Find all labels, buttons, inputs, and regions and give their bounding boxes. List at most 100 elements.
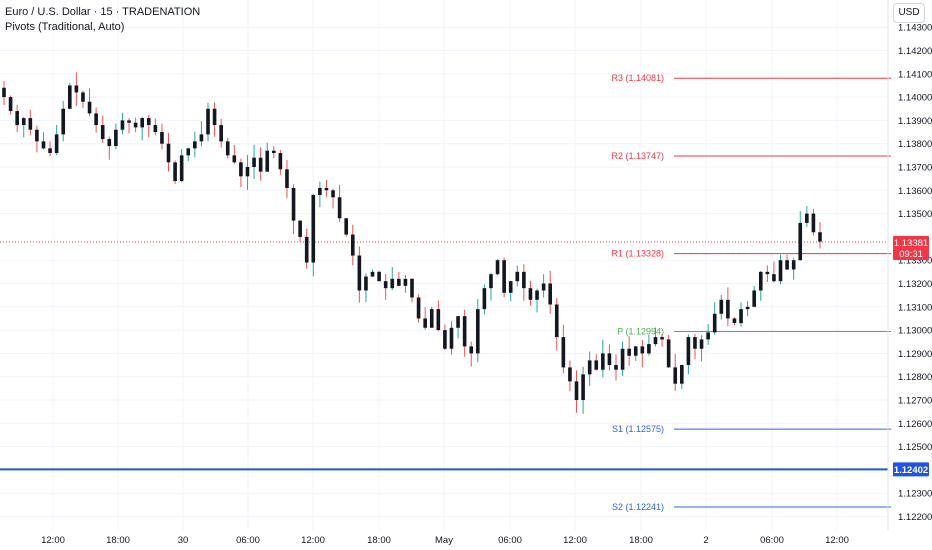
candle-body[interactable] [199, 134, 204, 142]
candle-body[interactable] [679, 365, 684, 384]
candle-body[interactable] [443, 330, 447, 349]
candle-body[interactable] [482, 288, 487, 310]
candle-body[interactable] [232, 155, 237, 163]
candle-body[interactable] [673, 367, 678, 384]
candle-body[interactable] [28, 118, 33, 130]
candle-body[interactable] [219, 125, 223, 142]
candle-body[interactable] [304, 236, 309, 263]
candle-body[interactable] [666, 339, 671, 368]
candle-body[interactable] [475, 309, 480, 354]
candle-body[interactable] [456, 316, 460, 328]
candle-body[interactable] [153, 125, 158, 133]
candle-body[interactable] [120, 120, 125, 130]
symbol-title[interactable]: Euro / U.S. Dollar · 15 · TRADENATION [5, 6, 201, 18]
candle-body[interactable] [469, 346, 474, 354]
candle-body[interactable] [225, 141, 230, 156]
candle-body[interactable] [212, 108, 217, 126]
candle-body[interactable] [186, 148, 191, 156]
candle-body[interactable] [146, 118, 151, 126]
candle-body[interactable] [601, 353, 605, 370]
candle-body[interactable] [758, 271, 763, 291]
candle-body[interactable] [390, 278, 395, 289]
candle-body[interactable] [535, 290, 539, 300]
candle-body[interactable] [594, 360, 599, 370]
candle-body[interactable] [331, 190, 335, 198]
candle-body[interactable] [568, 367, 572, 382]
candle-body[interactable] [311, 194, 316, 263]
candle-body[interactable] [54, 134, 59, 154]
candle-body[interactable] [193, 141, 197, 149]
candle-body[interactable] [74, 85, 79, 93]
candle-body[interactable] [719, 299, 724, 314]
time-axis[interactable]: 12:00 18:00 30 06:00 12:00 18:00 May 06:00 12:00… [41, 535, 849, 546]
candle-body[interactable] [370, 271, 375, 277]
candle-body[interactable] [87, 101, 92, 114]
candle-body[interactable] [2, 87, 6, 98]
candle-body[interactable] [429, 309, 434, 328]
candle-body[interactable] [81, 92, 85, 102]
candle-body[interactable] [693, 337, 697, 349]
candle-body[interactable] [173, 162, 177, 181]
candle-body[interactable] [732, 318, 737, 324]
candle-body[interactable] [291, 187, 296, 221]
price-axis[interactable]: 1.14300 1.14200 1.14100 1.14000 1.13900 1.138… [898, 23, 932, 523]
candle-body[interactable] [554, 304, 559, 338]
candle-body[interactable] [653, 337, 658, 345]
candle-body[interactable] [581, 374, 585, 400]
candle-body[interactable] [94, 113, 98, 126]
candle-body[interactable] [67, 85, 72, 109]
candle-body[interactable] [436, 309, 441, 331]
candle-body[interactable] [252, 157, 256, 167]
candle-body[interactable] [318, 187, 322, 195]
candle-body[interactable] [8, 97, 13, 112]
candle-body[interactable] [706, 332, 710, 340]
candle-body[interactable] [15, 111, 19, 126]
candles[interactable] [2, 72, 822, 414]
candle-body[interactable] [271, 150, 276, 154]
candle-body[interactable] [100, 125, 105, 140]
candle-body[interactable] [48, 148, 52, 154]
candle-body[interactable] [561, 337, 566, 368]
currency-button[interactable]: USD [893, 3, 925, 23]
candle-body[interactable] [660, 337, 664, 340]
candle-body[interactable] [61, 108, 66, 135]
candle-body[interactable] [574, 381, 579, 400]
candle-body[interactable] [206, 108, 210, 135]
candle-body[interactable] [752, 290, 757, 307]
candle-body[interactable] [541, 283, 546, 291]
candle-body[interactable] [607, 353, 612, 366]
candle-body[interactable] [344, 218, 349, 235]
candle-body[interactable] [133, 122, 138, 128]
candle-body[interactable] [805, 213, 809, 223]
candle-body[interactable] [765, 271, 770, 275]
candle-body[interactable] [791, 260, 796, 270]
indicator-name[interactable]: Pivots (Traditional, Auto) [5, 21, 125, 33]
candle-body[interactable] [726, 299, 730, 319]
candle-body[interactable] [627, 348, 631, 356]
candle-body[interactable] [324, 187, 329, 191]
candle-body[interactable] [818, 232, 822, 242]
candle-body[interactable] [265, 150, 270, 172]
candle-body[interactable] [785, 260, 789, 270]
candle-body[interactable] [712, 313, 717, 333]
candle-body[interactable] [377, 271, 381, 282]
candle-body[interactable] [21, 118, 26, 126]
candle-body[interactable] [383, 281, 388, 289]
candle-body[interactable] [258, 157, 263, 172]
candle-body[interactable] [449, 327, 454, 349]
candle-body[interactable] [410, 278, 414, 298]
candle-body[interactable] [364, 276, 368, 291]
candle-body[interactable] [179, 155, 184, 181]
candle-body[interactable] [114, 129, 118, 147]
candle-body[interactable] [403, 278, 408, 286]
candle-body[interactable] [798, 222, 803, 261]
candle-body[interactable] [357, 255, 362, 291]
candle-body[interactable] [416, 297, 421, 319]
candle-body[interactable] [686, 337, 691, 366]
candle-body[interactable] [127, 120, 131, 123]
candle-body[interactable] [502, 260, 506, 293]
candle-body[interactable] [739, 309, 743, 324]
candle-body[interactable] [614, 365, 618, 370]
candle-body[interactable] [35, 129, 39, 142]
